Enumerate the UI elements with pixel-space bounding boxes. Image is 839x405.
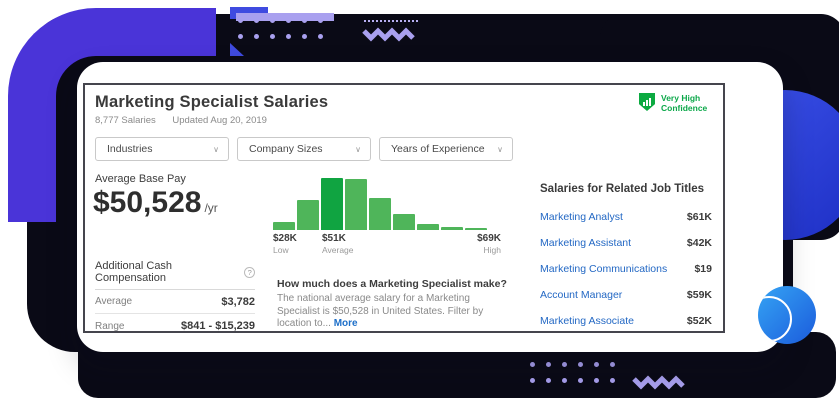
histogram-bar (345, 179, 367, 230)
job-salary: $19 (694, 263, 712, 275)
purple-ring-shape (8, 8, 216, 222)
salaries-count: 8,777 Salaries (95, 115, 156, 126)
how-much-answer: The national average salary for a Market… (277, 293, 484, 329)
job-salary: $42K (686, 237, 712, 249)
related-job-titles: Salaries for Related Job Titles Marketin… (540, 183, 712, 334)
dot-decoration (546, 378, 551, 383)
histogram-bar (417, 224, 439, 230)
how-much-question: How much does a Marketing Specialist mak… (277, 278, 507, 290)
job-title-link[interactable]: Marketing Associate (540, 315, 634, 327)
job-salary: $52K (686, 315, 712, 327)
histogram-bar (369, 198, 391, 230)
dot-decoration (286, 34, 291, 39)
marker-high: $69K High (477, 233, 501, 255)
acc-row-range: Range $841 - $15,239 (95, 320, 255, 332)
dot-grid-top (238, 18, 323, 39)
histogram-bar (393, 214, 415, 230)
histogram-bar (465, 228, 487, 230)
salary-period: /yr (204, 201, 218, 215)
histogram-axis-labels: $28K Low $51K Average $69K High (273, 233, 501, 255)
dot-decoration (302, 34, 307, 39)
more-link[interactable]: More (333, 318, 358, 329)
dot-decoration (562, 378, 567, 383)
blue-circle-decoration (758, 286, 816, 344)
confidence-badge: Very High Confidence (639, 93, 707, 113)
job-title-link[interactable]: Marketing Communications (540, 263, 668, 275)
job-title-link[interactable]: Marketing Assistant (540, 237, 632, 249)
related-job-row: Account Manager $59K (540, 282, 712, 308)
dotted-line-decoration (364, 20, 418, 22)
average-base-pay-label: Average Base Pay (95, 173, 186, 185)
job-title-link[interactable]: Marketing Analyst (540, 211, 623, 223)
related-job-row: Marketing Associate $52K (540, 308, 712, 334)
shield-chart-icon (639, 93, 655, 111)
dot-decoration (610, 362, 615, 367)
card-inner-border (83, 83, 725, 333)
chevron-down-icon: ∨ (497, 144, 503, 154)
salary-value: $50,528 (93, 186, 202, 219)
white-ring-decoration (758, 296, 792, 342)
squiggle-icon (632, 375, 685, 390)
dot-decoration (238, 34, 243, 39)
filter-dropdown-company-sizes[interactable]: Company Sizes ∨ (237, 137, 371, 161)
chevron-down-icon: ∨ (355, 144, 361, 154)
dot-decoration (530, 378, 535, 383)
chevron-down-icon: ∨ (213, 144, 219, 154)
updated-date: Updated Aug 20, 2019 (172, 115, 267, 126)
histogram-bar (297, 200, 319, 230)
dot-decoration (270, 34, 275, 39)
average-salary-amount: $50,528/yr (93, 186, 218, 220)
dot-grid-bottom (530, 362, 615, 383)
confidence-text: Very High Confidence (661, 93, 708, 113)
dot-decoration (530, 362, 535, 367)
histogram-bar (321, 178, 343, 230)
dot-decoration (546, 362, 551, 367)
filter-dropdown-industries[interactable]: Industries ∨ (95, 137, 229, 161)
histogram-bar (273, 222, 295, 230)
job-salary: $59K (686, 289, 712, 301)
related-job-row: Marketing Communications $19 (540, 256, 712, 282)
help-icon[interactable]: ? (244, 266, 255, 278)
dot-decoration (610, 378, 615, 383)
salary-meta: 8,777 Salaries Updated Aug 20, 2019 (95, 115, 267, 126)
related-rows: Marketing Analyst $61K Marketing Assistant… (540, 204, 712, 334)
additional-cash-compensation: Additional Cash Compensation ? Average $… (95, 260, 255, 338)
dot-decoration (562, 362, 567, 367)
squiggle-icon (362, 27, 415, 42)
marker-low: $28K Low (273, 233, 297, 255)
dot-decoration (594, 362, 599, 367)
page-title: Marketing Specialist Salaries (95, 93, 329, 111)
related-job-row: Marketing Analyst $61K (540, 204, 712, 230)
histogram-bar (441, 227, 463, 230)
marker-average: $51K Average (322, 233, 354, 255)
acc-row-average: Average $3,782 (95, 290, 255, 314)
acc-header: Additional Cash Compensation ? (95, 260, 255, 290)
salary-card: Marketing Specialist Salaries 8,777 Sala… (77, 62, 783, 352)
dot-decoration (594, 378, 599, 383)
salary-histogram (273, 178, 493, 230)
filter-row: Industries ∨ Company Sizes ∨ Years of Experi… (95, 137, 513, 161)
job-title-link[interactable]: Account Manager (540, 289, 623, 301)
dot-decoration (578, 362, 583, 367)
dot-decoration (578, 378, 583, 383)
lavender-bar-decoration (236, 13, 334, 21)
related-header: Salaries for Related Job Titles (540, 183, 705, 195)
how-much-section: How much does a Marketing Specialist mak… (277, 278, 515, 331)
related-job-row: Marketing Assistant $42K (540, 230, 712, 256)
job-salary: $61K (686, 211, 712, 223)
filter-dropdown-years-of-experience[interactable]: Years of Experience ∨ (379, 137, 513, 161)
dot-decoration (318, 34, 323, 39)
dot-decoration (254, 34, 259, 39)
